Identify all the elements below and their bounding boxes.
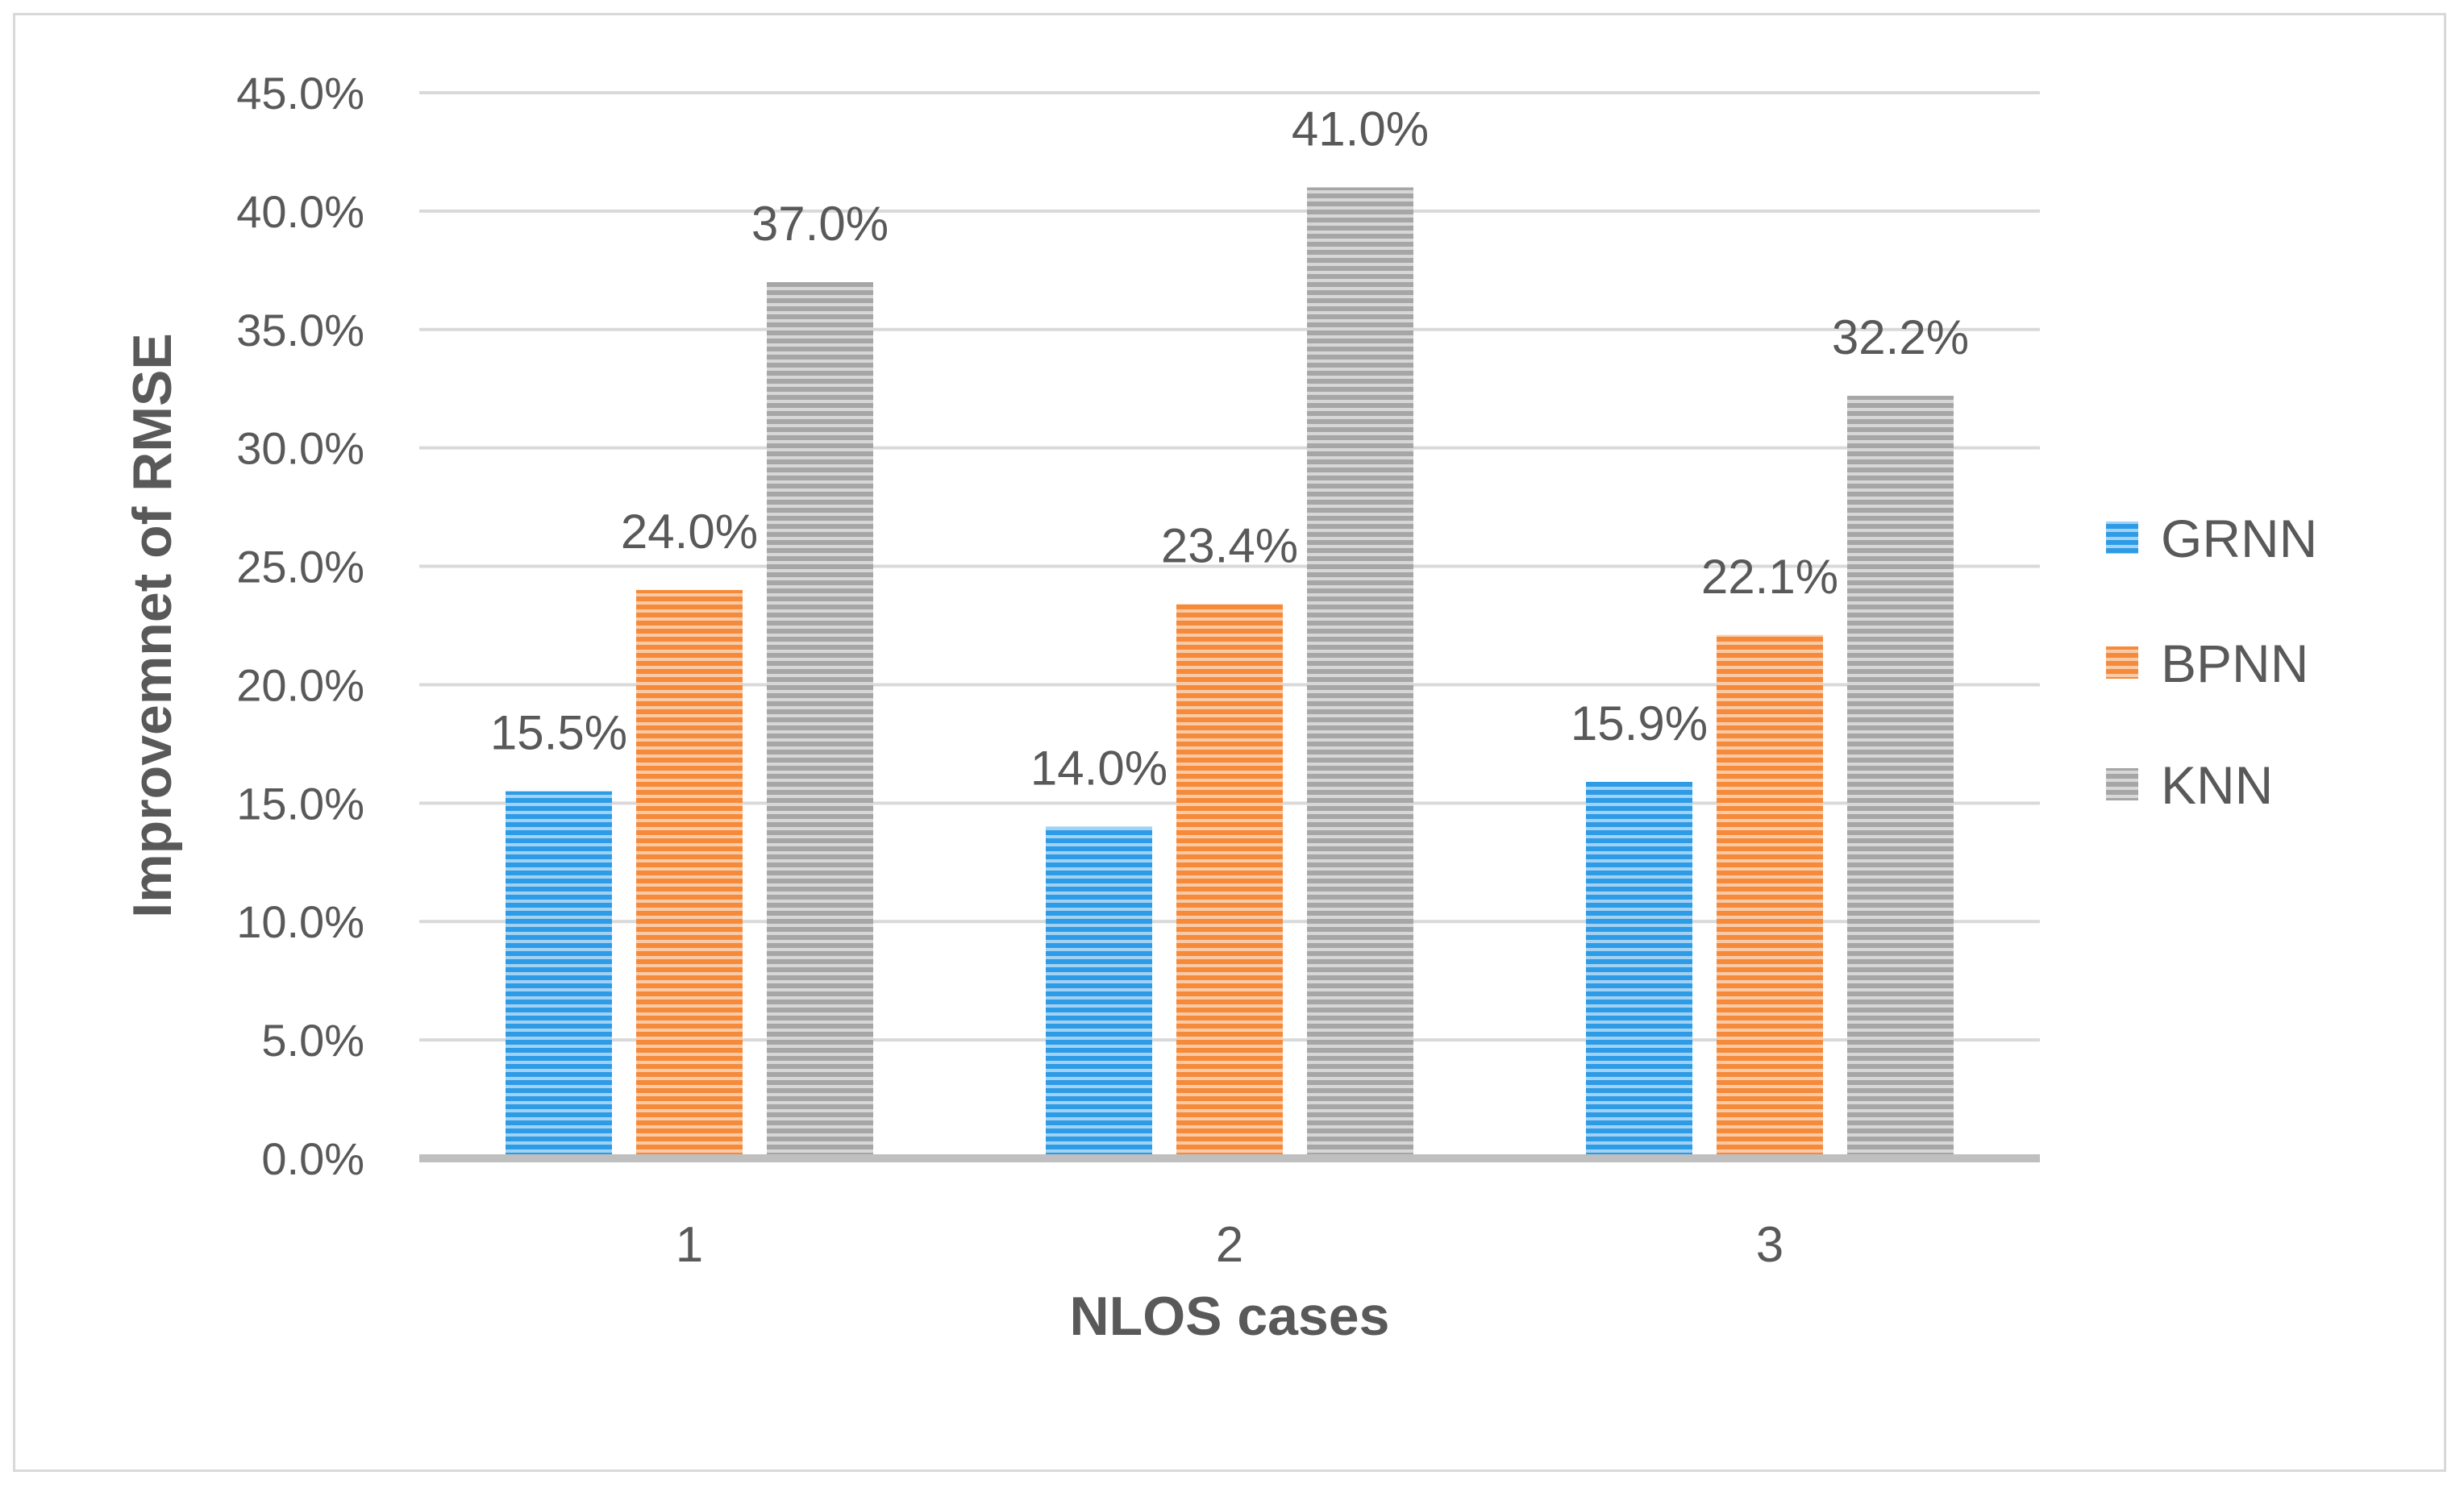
bar-grnn-case-3 [1586,781,1692,1158]
bar-bpnn-case-2 [1176,604,1283,1158]
data-label-grnn-case-1: 15.5% [490,706,627,760]
data-label-grnn-case-2: 14.0% [1030,742,1167,796]
data-labels: 15.5% 24.0% 37.0% 14.0% 23.4% 41.0% 15.9% 22.1%… [490,102,1969,796]
legend-swatch-bpnn [2106,646,2138,679]
legend-label-knn: KNN [2161,755,2273,815]
x-axis-title: NLOS cases [1070,1286,1390,1347]
bar-bpnn-case-1 [636,589,743,1158]
data-label-bpnn-case-3: 22.1% [1701,550,1838,604]
data-label-knn-case-2: 41.0% [1292,102,1429,156]
y-tick-label: 45.0% [236,68,364,118]
y-axis-ticks: 0.0% 5.0% 10.0% 15.0% 20.0% 25.0% 30.0% 35.0% 40… [236,68,364,1184]
data-label-knn-case-1: 37.0% [751,197,889,251]
y-axis-title: Improvemnet of RMSE [122,333,183,917]
legend-swatch-grnn [2106,522,2138,554]
bar-knn-case-1 [767,282,873,1158]
x-tick-label: 1 [676,1217,703,1273]
data-label-bpnn-case-1: 24.0% [621,505,758,559]
data-label-knn-case-3: 32.2% [1832,310,1969,364]
bar-knn-case-2 [1307,187,1413,1158]
bar-grnn-case-2 [1046,826,1152,1158]
bar-grnn-case-1 [506,791,612,1158]
bars [506,187,1954,1159]
y-tick-label: 30.0% [236,423,364,474]
y-tick-label: 35.0% [236,305,364,355]
y-tick-label: 15.0% [236,778,364,829]
bar-bpnn-case-3 [1717,634,1823,1158]
data-label-bpnn-case-2: 23.4% [1161,519,1298,573]
legend-label-bpnn: BPNN [2161,634,2308,693]
x-axis-ticks: 1 2 3 [676,1217,1783,1273]
y-tick-label: 25.0% [236,542,364,592]
data-label-grnn-case-3: 15.9% [1571,696,1708,750]
y-tick-label: 10.0% [236,896,364,947]
y-tick-label: 5.0% [261,1015,364,1066]
y-tick-label: 20.0% [236,659,364,710]
legend: GRNN BPNN KNN [2106,509,2317,815]
y-tick-label: 40.0% [236,186,364,237]
y-tick-label: 0.0% [261,1133,364,1184]
x-tick-label: 3 [1756,1217,1783,1273]
legend-label-grnn: GRNN [2161,509,2317,568]
bar-knn-case-3 [1847,396,1954,1159]
legend-swatch-knn [2106,768,2138,800]
x-tick-label: 2 [1216,1217,1243,1273]
